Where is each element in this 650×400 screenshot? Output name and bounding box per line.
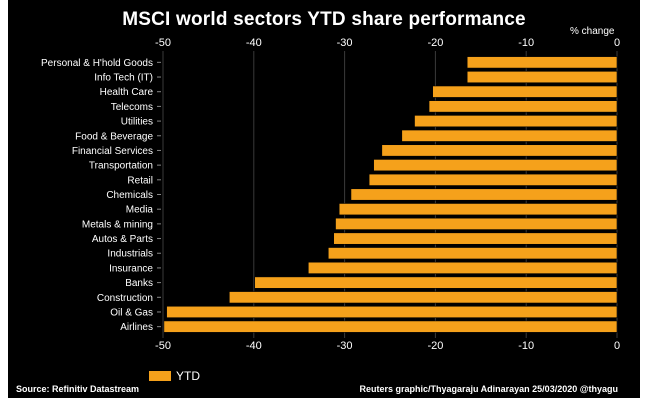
source-note: Source: Refinitiv Datastream: [16, 384, 140, 394]
legend: YTD: [148, 369, 200, 383]
bar: [368, 173, 618, 186]
bottom-tick-label: -10: [518, 340, 534, 352]
category-label: Personal & H'hold Goods: [41, 58, 153, 69]
units-label: % change: [570, 26, 615, 37]
top-tick-label: -40: [246, 37, 262, 49]
bar: [333, 232, 618, 245]
legend-swatch: [148, 370, 172, 382]
chart-title: MSCI world sectors YTD share performance: [122, 9, 526, 30]
category-label: Food & Beverage: [75, 131, 153, 142]
top-tick-label: -30: [337, 37, 353, 49]
category-label: Chemicals: [106, 190, 153, 201]
bar-chart: Personal & H'hold Goods Info Tech (IT) Hea…: [41, 37, 620, 352]
bar: [432, 85, 618, 98]
legend-label: YTD: [176, 369, 200, 383]
category-label: Construction: [97, 293, 153, 304]
bar: [254, 276, 618, 289]
bar: [166, 305, 618, 319]
bar: [338, 203, 618, 216]
top-tick-label: -10: [518, 37, 534, 49]
category-label: Financial Services: [72, 146, 153, 157]
bar: [163, 320, 618, 333]
bottom-tick-label: 0: [614, 340, 620, 352]
bar: [401, 129, 618, 142]
chart-frame: MSCI world sectors YTD share performance…: [8, 0, 640, 398]
bottom-tick-label: -30: [337, 340, 353, 352]
category-label: Transportation: [89, 161, 153, 172]
bar: [350, 188, 618, 201]
top-tick-label: -20: [427, 37, 443, 49]
category-label: Insurance: [109, 263, 153, 274]
bar: [327, 247, 618, 260]
top-tick-label: -50: [155, 37, 171, 49]
top-tick-label: 0: [614, 37, 620, 49]
category-label: Telecoms: [111, 102, 153, 113]
bar: [414, 115, 618, 128]
bar: [373, 159, 618, 172]
category-label: Media: [126, 205, 154, 216]
credit-note: Reuters graphic/Thyagaraju Adinarayan 25…: [359, 384, 618, 394]
bottom-tick-label: -20: [427, 340, 443, 352]
bar: [466, 56, 618, 69]
bar: [307, 261, 618, 274]
bar: [466, 70, 618, 84]
bottom-tick-label: -40: [246, 340, 262, 352]
category-label: Banks: [125, 278, 153, 289]
bar: [381, 144, 618, 157]
category-label: Utilities: [121, 117, 153, 128]
category-label: Metals & mining: [82, 219, 153, 230]
bottom-tick-label: -50: [155, 340, 171, 352]
category-label: Autos & Parts: [92, 234, 153, 245]
category-label: Industrials: [107, 249, 153, 260]
category-label: Oil & Gas: [110, 307, 153, 318]
bar: [335, 217, 618, 230]
category-label: Airlines: [120, 322, 153, 333]
category-label: Info Tech (IT): [94, 73, 153, 84]
category-label: Retail: [127, 175, 153, 186]
category-label: Health Care: [100, 87, 154, 98]
bar: [228, 291, 618, 304]
bar: [428, 100, 618, 113]
